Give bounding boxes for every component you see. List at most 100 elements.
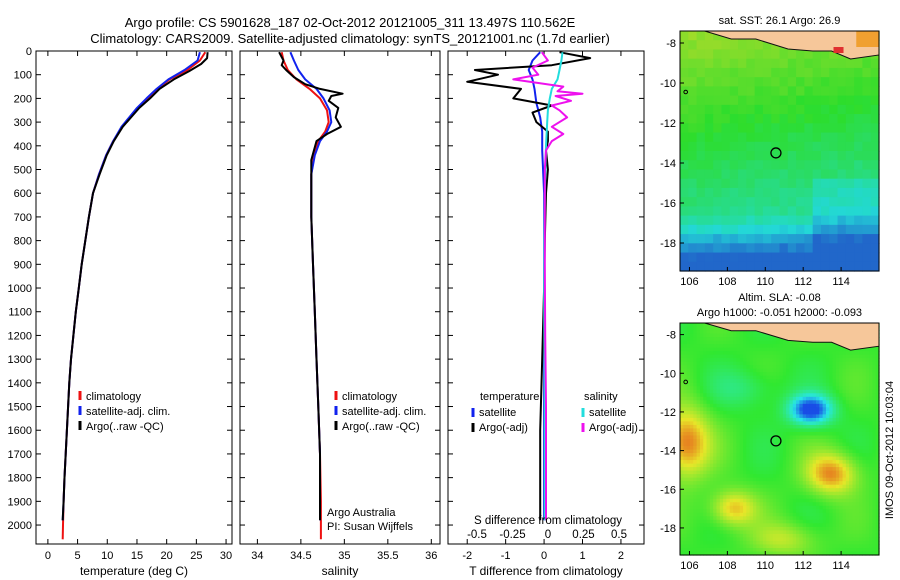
- map-cell: [680, 410, 684, 415]
- legend-label: Argo(-adj): [589, 422, 638, 434]
- map-cell: [689, 540, 694, 546]
- map-cell: [680, 530, 684, 535]
- map-cell: [726, 365, 731, 370]
- map-cell: [759, 389, 764, 394]
- map-cell: [739, 410, 744, 415]
- map-cell: [792, 512, 797, 517]
- map-cell: [733, 372, 737, 377]
- map-cell: [719, 424, 724, 430]
- map-cell: [752, 375, 757, 380]
- map-cell: [820, 215, 830, 226]
- map-cell: [869, 498, 873, 503]
- map-cell: [749, 407, 754, 412]
- map-cell: [835, 403, 840, 408]
- map-cell: [854, 261, 864, 272]
- map-cell: [772, 530, 777, 535]
- map-cell: [699, 463, 704, 468]
- map-cell: [796, 86, 805, 97]
- map-cell: [806, 410, 810, 415]
- map-cell: [786, 519, 791, 524]
- map-cell: [749, 396, 754, 401]
- map-cell: [796, 169, 805, 180]
- map-cell: [776, 470, 781, 475]
- map-cell: [862, 540, 867, 546]
- map-cell: [721, 132, 731, 143]
- map-cell: [862, 502, 867, 507]
- map-cell: [875, 421, 880, 426]
- map-cell: [776, 361, 781, 366]
- map-cell: [835, 502, 840, 507]
- map-cell: [723, 421, 728, 426]
- map-cell: [806, 414, 810, 419]
- map-cell: [706, 453, 711, 458]
- map-cell: [825, 488, 830, 493]
- map-cell: [845, 400, 850, 405]
- map-cell: [752, 474, 757, 479]
- map-cell: [870, 169, 880, 180]
- map-cell: [729, 530, 734, 535]
- map-cell: [686, 375, 691, 380]
- map-cell: [829, 467, 834, 472]
- map-cell: [806, 431, 810, 437]
- map-cell: [716, 379, 721, 384]
- map-cell: [688, 151, 698, 161]
- map-cell: [837, 178, 847, 189]
- map-cell: [696, 456, 701, 461]
- map-cell: [787, 160, 797, 171]
- map-cell: [743, 347, 747, 352]
- map-cell: [743, 358, 747, 363]
- map-cell: [804, 58, 814, 69]
- map-cell: [845, 481, 850, 486]
- map-cell: [733, 330, 737, 335]
- map-cell: [806, 375, 810, 380]
- map-cell: [683, 526, 688, 531]
- map-cell: [806, 533, 810, 539]
- map-cell: [729, 488, 734, 493]
- map-cell: [804, 49, 814, 60]
- map-cell: [782, 400, 787, 405]
- side-caption: IMOS 09-Oct-2012 10:03:04: [884, 381, 896, 519]
- map-cell: [812, 551, 817, 556]
- map-cell: [789, 439, 794, 444]
- map-cell: [729, 446, 734, 451]
- map-cell: [749, 421, 754, 426]
- map-cell: [832, 495, 837, 500]
- map-cell: [786, 344, 791, 349]
- map-cell: [822, 428, 827, 433]
- map-cell: [820, 86, 830, 97]
- map-cell: [776, 389, 781, 394]
- map-cell: [865, 505, 870, 510]
- map-cell: [719, 467, 724, 472]
- map-cell: [762, 484, 767, 489]
- map-cell: [849, 519, 854, 524]
- map-cell: [709, 361, 714, 366]
- map-cell: [819, 344, 824, 349]
- map-cell: [812, 442, 817, 447]
- map-cell: [769, 481, 774, 486]
- map-cell: [865, 512, 870, 517]
- map-cell: [802, 372, 807, 377]
- map-cell: [815, 407, 820, 412]
- map-cell: [771, 187, 781, 198]
- map-cell: [819, 382, 824, 387]
- map-cell: [683, 340, 688, 345]
- map-cell: [845, 435, 850, 440]
- map-cell: [703, 481, 708, 486]
- map-cell: [839, 498, 844, 503]
- map-cell: [729, 393, 734, 398]
- map-cell: [716, 509, 721, 514]
- map-cell: [693, 477, 698, 482]
- map-cell: [839, 428, 844, 433]
- map-cell: [829, 354, 834, 359]
- map-cell: [875, 526, 880, 531]
- map-cell: [746, 114, 756, 124]
- map-cell: [749, 551, 754, 556]
- map-cell: [822, 477, 827, 482]
- map-cell: [839, 386, 844, 391]
- map-cell: [829, 365, 834, 370]
- map-cell: [849, 379, 854, 384]
- map-cell: [869, 456, 873, 461]
- map-cell: [872, 540, 877, 546]
- map-cell: [869, 410, 873, 415]
- map-cell: [835, 495, 840, 500]
